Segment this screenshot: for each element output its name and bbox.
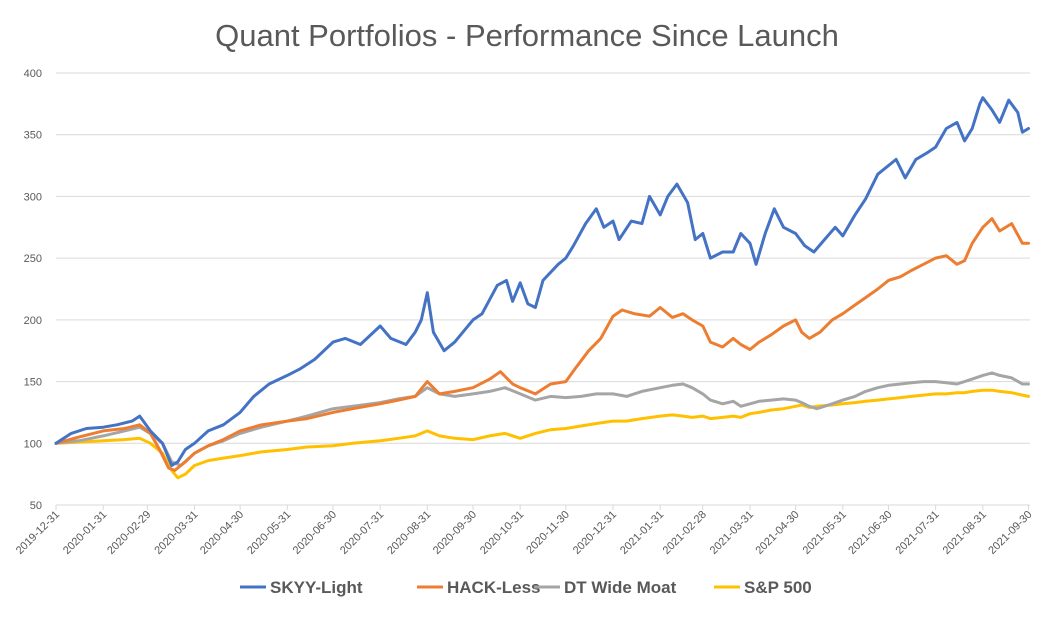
x-tick-label: 2020-09-30 xyxy=(431,509,479,557)
x-tick-label: 2021-02-28 xyxy=(661,509,709,557)
x-tick-label: 2021-07-31 xyxy=(893,509,941,557)
legend-label: S&P 500 xyxy=(744,578,812,597)
x-tick-label: 2019-12-31 xyxy=(14,509,62,557)
x-tick-label: 2020-04-30 xyxy=(198,509,246,557)
y-tick-label: 50 xyxy=(30,500,42,512)
x-tick-label: 2021-09-30 xyxy=(986,509,1034,557)
y-tick-label: 150 xyxy=(24,377,42,389)
legend: SKYY-Light HACK-Less DT Wide Moat S&P 500 xyxy=(240,578,812,597)
series-line-skyy-light xyxy=(54,96,1030,467)
y-tick-label: 200 xyxy=(24,315,42,327)
series-line-s-p-500 xyxy=(54,388,1030,480)
series-lines xyxy=(54,96,1030,480)
x-tick-label: 2020-07-31 xyxy=(338,509,386,557)
legend-label: HACK-Less xyxy=(447,578,541,597)
series-line-hack-less xyxy=(54,217,1030,472)
x-tick-label: 2020-02-29 xyxy=(105,509,153,557)
series-line-dt-wide-moat xyxy=(54,371,1030,467)
x-tick-label: 2020-12-31 xyxy=(571,509,619,557)
chart-title: Quant Portfolios - Performance Since Lau… xyxy=(215,18,839,53)
x-axis: 2019-12-312020-01-312020-02-292020-03-31… xyxy=(14,504,1035,557)
x-tick-label: 2020-11-30 xyxy=(524,509,572,557)
y-tick-label: 350 xyxy=(24,130,42,142)
x-tick-label: 2020-05-31 xyxy=(245,509,293,557)
x-tick-label: 2021-01-31 xyxy=(618,509,666,557)
x-tick-label: 2021-06-30 xyxy=(846,509,894,557)
gridlines xyxy=(56,72,1030,444)
legend-label: SKYY-Light xyxy=(270,578,363,597)
y-axis: 50 100 150 200 250 300 350 400 xyxy=(24,68,42,512)
x-tick-label: 2020-08-31 xyxy=(385,509,433,557)
x-tick-label: 2021-05-31 xyxy=(801,509,849,557)
y-tick-label: 400 xyxy=(24,68,42,80)
x-tick-label: 2020-10-31 xyxy=(478,509,526,557)
legend-label: DT Wide Moat xyxy=(564,578,677,597)
y-tick-label: 250 xyxy=(24,253,42,265)
x-tick-label: 2020-03-31 xyxy=(152,509,200,557)
y-tick-label: 300 xyxy=(24,191,42,203)
y-tick-label: 100 xyxy=(24,438,42,450)
x-tick-label: 2020-06-30 xyxy=(291,509,339,557)
x-tick-label: 2021-03-31 xyxy=(708,509,756,557)
x-tick-label: 2020-01-31 xyxy=(61,509,109,557)
x-tick-label: 2021-04-30 xyxy=(753,509,801,557)
x-tick-label: 2021-08-31 xyxy=(941,509,989,557)
